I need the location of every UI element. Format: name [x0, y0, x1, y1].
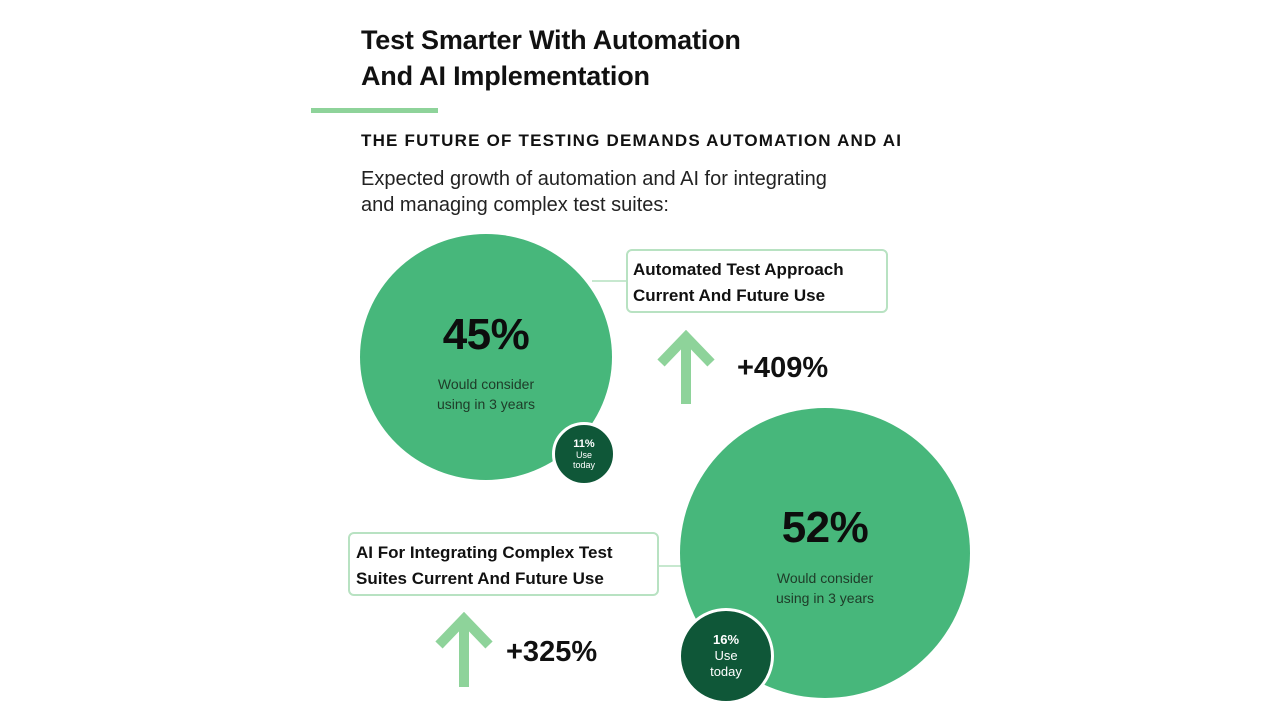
arrow-up-icon: [435, 612, 493, 687]
arrow-up-icon: [657, 330, 715, 404]
intro-line: Expected growth of automation and AI for…: [361, 168, 827, 190]
future-use-percent: 45%: [442, 310, 530, 359]
stat-label-line: Suites Current And Future Use: [356, 569, 604, 588]
stat-label-box-automation: Automated Test Approach Current And Futu…: [626, 249, 888, 313]
section-subtitle: THE FUTURE OF TESTING DEMANDS AUTOMATION…: [361, 131, 903, 150]
future-use-description: Would consider using in 3 years: [360, 374, 612, 414]
growth-percent-ai: +325%: [506, 636, 598, 668]
future-use-description: Would consider using in 3 years: [680, 568, 970, 608]
stat-label-box-ai: AI For Integrating Complex Test Suites C…: [348, 532, 659, 596]
growth-percent-automation: +409%: [737, 352, 829, 384]
description-line: Would consider: [437, 376, 535, 392]
current-use-label: Use today: [573, 450, 595, 470]
page-title: Test Smarter With Automation And AI Impl…: [361, 22, 961, 94]
stat-label-line: Current And Future Use: [633, 286, 826, 305]
accent-divider: [311, 108, 438, 113]
connector-line: [657, 565, 687, 567]
current-use-percent: 16%: [712, 632, 740, 647]
title-line: And AI Implementation: [361, 61, 650, 91]
future-use-circle-automation: 45% Would consider using in 3 years: [360, 234, 612, 480]
future-use-circle-ai: 52% Would consider using in 3 years: [680, 408, 970, 698]
current-use-label-line: today: [572, 460, 596, 470]
current-use-circle-ai: 16% Use today: [678, 608, 774, 704]
current-use-label-line: today: [710, 664, 742, 679]
intro-text: Expected growth of automation and AI for…: [361, 166, 961, 218]
future-use-percent: 52%: [781, 503, 869, 552]
current-use-label: Use today: [710, 648, 742, 680]
current-use-label-line: Use: [575, 450, 592, 460]
intro-line: and managing complex test suites:: [361, 194, 669, 216]
current-use-percent: 11%: [573, 438, 595, 450]
description-line: using in 3 years: [775, 590, 875, 606]
current-use-label-line: Use: [714, 648, 738, 663]
description-line: Would consider: [776, 570, 874, 586]
title-line: Test Smarter With Automation: [361, 25, 741, 55]
stat-label-line: Automated Test Approach: [633, 260, 844, 279]
current-use-circle-automation: 11% Use today: [552, 422, 616, 486]
connector-line: [592, 280, 629, 282]
stat-label-line: AI For Integrating Complex Test: [356, 543, 613, 562]
description-line: using in 3 years: [436, 396, 536, 412]
